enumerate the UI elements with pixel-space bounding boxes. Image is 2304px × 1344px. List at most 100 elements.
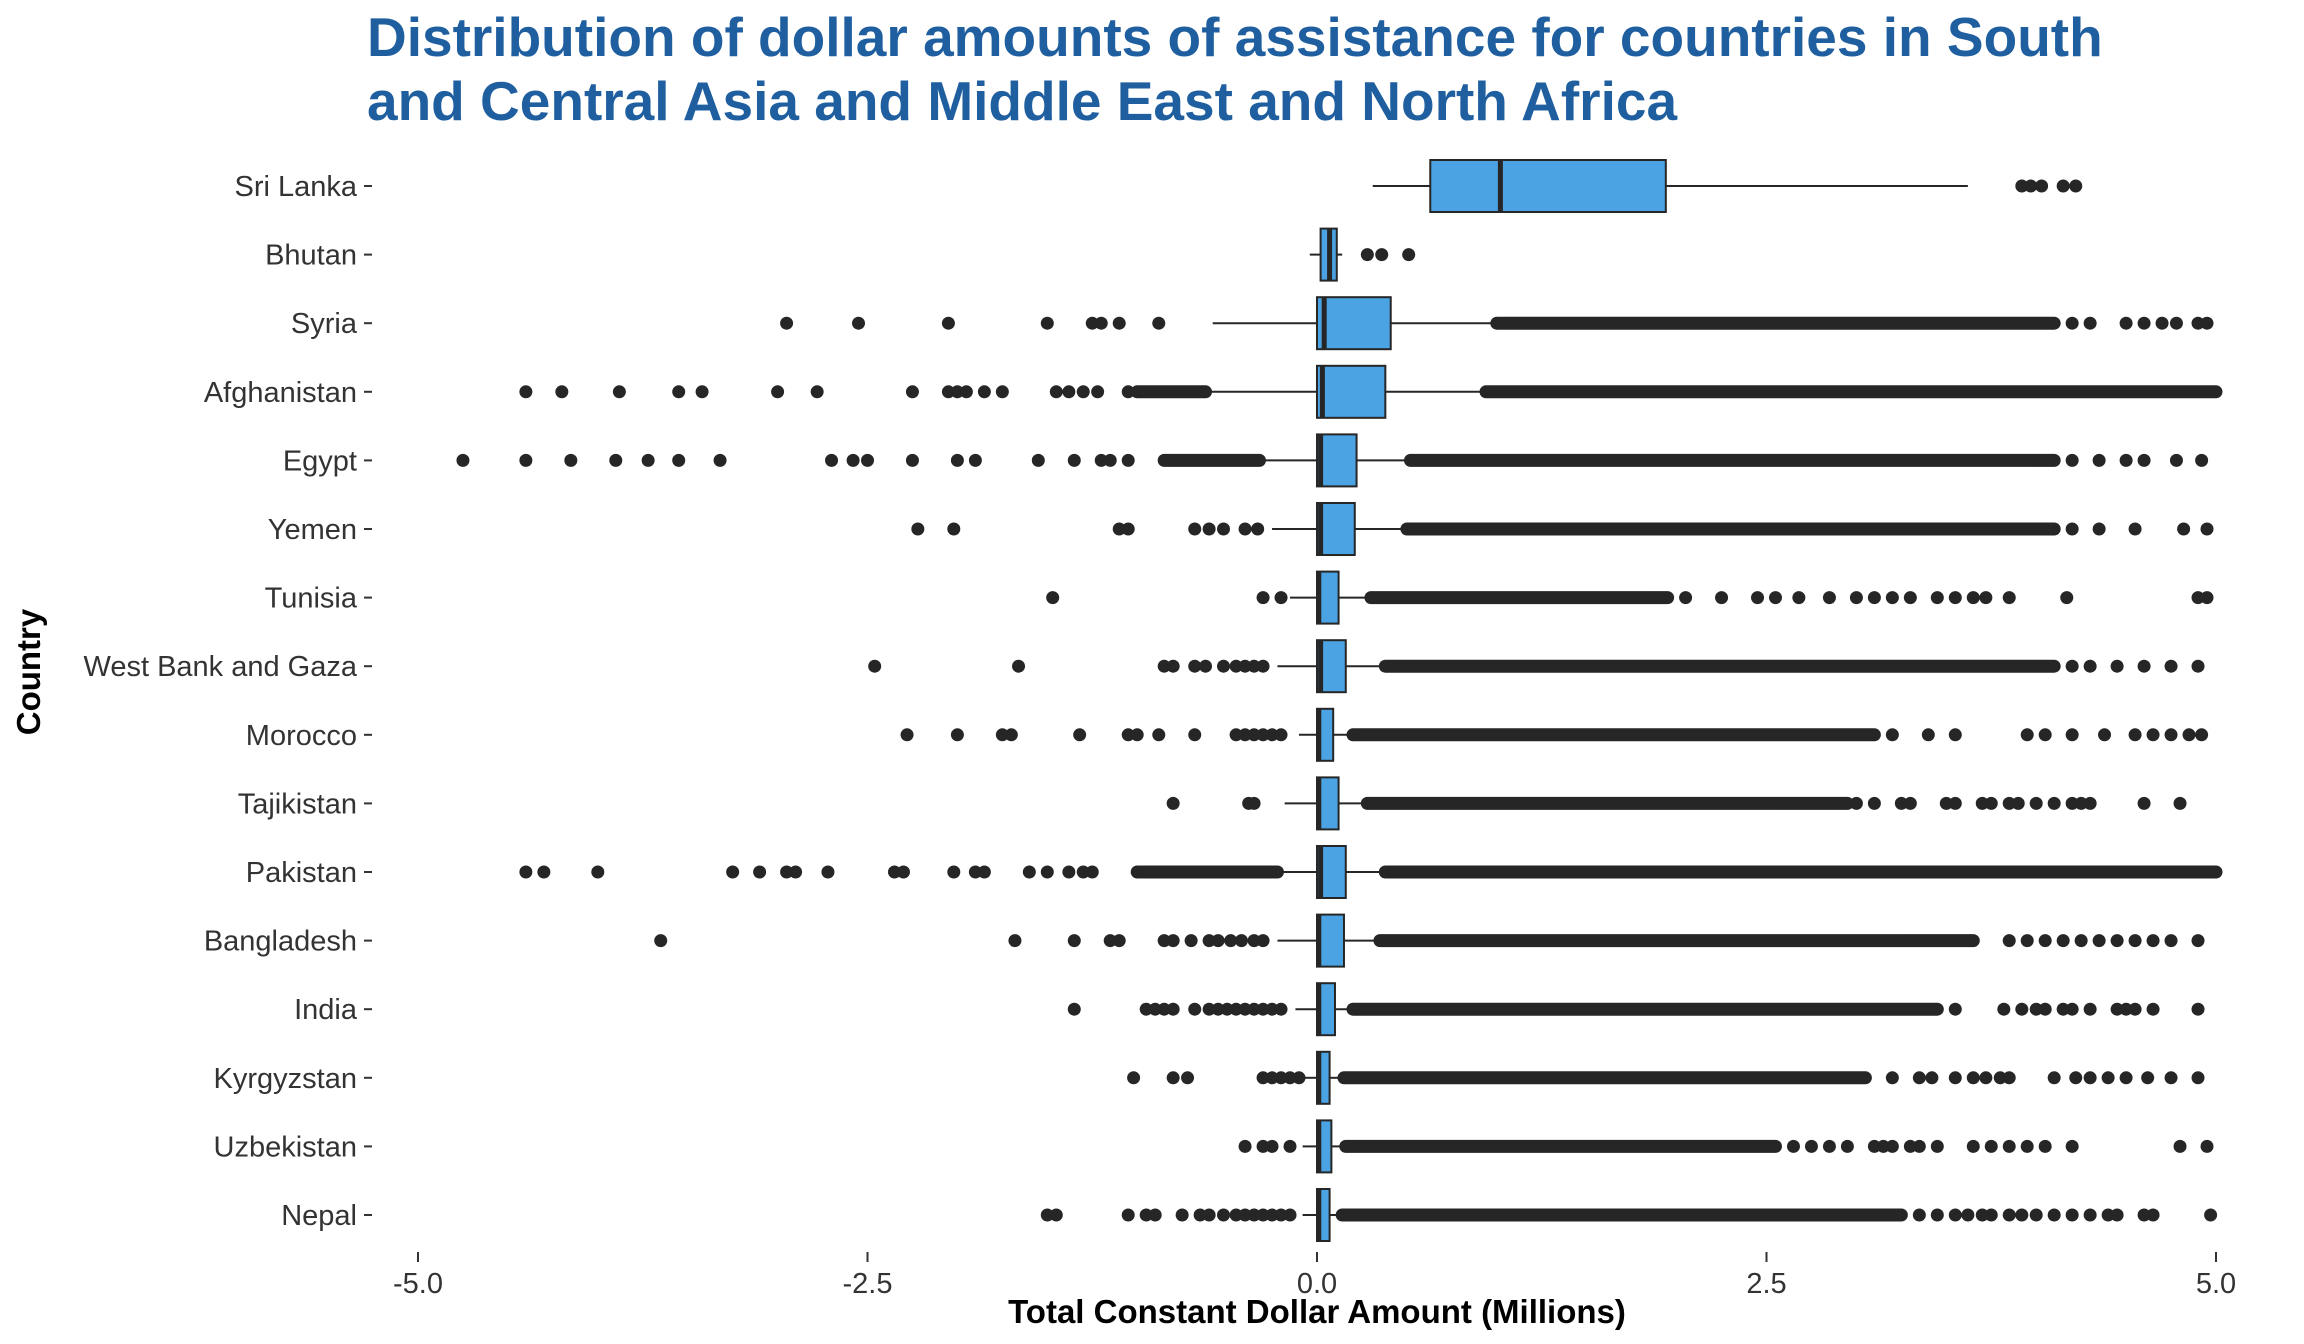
outlier-point xyxy=(1188,1002,1202,1016)
outlier-point xyxy=(821,865,835,879)
outlier-point xyxy=(1211,1002,1225,1016)
outlier-point xyxy=(1040,865,1054,879)
outlier-point xyxy=(2119,316,2133,330)
outlier-point xyxy=(1085,865,1099,879)
outlier-point xyxy=(2069,179,2083,193)
outlier-point xyxy=(1067,934,1081,948)
outlier-point xyxy=(1049,385,1063,399)
x-tick-label: -5.0 xyxy=(393,1268,443,1300)
outlier-point xyxy=(1804,1139,1818,1153)
outlier-point xyxy=(1175,1208,1189,1222)
outlier-point xyxy=(1948,728,1962,742)
outlier-point xyxy=(2065,1139,2079,1153)
outlier-point xyxy=(1152,728,1166,742)
outlier-point xyxy=(1188,522,1202,536)
outlier-point xyxy=(1148,1208,1162,1222)
outlier-point xyxy=(1256,591,1270,605)
outlier-point xyxy=(1012,659,1026,673)
outlier-point xyxy=(2011,796,2025,810)
outlier-point xyxy=(1867,1139,1881,1153)
outlier-point xyxy=(2002,796,2016,810)
outlier-point xyxy=(1894,796,1908,810)
outlier-point xyxy=(947,865,961,879)
outlier-point xyxy=(1265,1071,1279,1085)
outlier-point xyxy=(1121,385,1135,399)
outlier-point xyxy=(591,865,605,879)
chart-title-line-2: and Central Asia and Middle East and Nor… xyxy=(367,70,1677,132)
outlier-point xyxy=(947,522,961,536)
outlier-point xyxy=(1948,1071,1962,1085)
outlier-point xyxy=(977,865,991,879)
outlier-point xyxy=(1166,1071,1180,1085)
outlier-point xyxy=(2164,1071,2178,1085)
outlier-point xyxy=(1375,248,1389,262)
outlier-point xyxy=(1004,728,1018,742)
outlier-point xyxy=(1997,1002,2011,1016)
outlier-point xyxy=(2119,1071,2133,1085)
outlier-point xyxy=(911,522,925,536)
box-nepal xyxy=(1040,1188,2218,1242)
outlier-point xyxy=(1067,1002,1081,1016)
outlier-point xyxy=(2015,179,2029,193)
outlier-point xyxy=(1148,1002,1162,1016)
outlier-point xyxy=(2173,796,2187,810)
outlier-point xyxy=(1238,522,1252,536)
outlier-point xyxy=(2173,1139,2187,1153)
outlier-point xyxy=(1979,591,1993,605)
outlier-point xyxy=(896,865,910,879)
box-west-bank-and-gaza xyxy=(868,639,2205,694)
outlier-point xyxy=(2060,591,2074,605)
y-tick-label: Uzbekistan xyxy=(214,1131,357,1163)
outlier-point xyxy=(1238,728,1252,742)
outlier-point xyxy=(2020,934,2034,948)
outlier-point xyxy=(1885,1071,1899,1085)
outlier-point xyxy=(2015,1002,2029,1016)
outlier-point xyxy=(1930,591,1944,605)
outlier-point xyxy=(1984,1139,1998,1153)
outlier-point xyxy=(2083,659,2097,673)
outlier-point xyxy=(1792,591,1806,605)
outlier-point xyxy=(1975,796,1989,810)
outlier-point xyxy=(2069,1071,2083,1085)
outlier-point xyxy=(2164,728,2178,742)
outlier-point xyxy=(2200,316,2214,330)
outlier-point xyxy=(1062,865,1076,879)
outlier-point xyxy=(1715,591,1729,605)
outlier-point xyxy=(2164,659,2178,673)
outlier-point xyxy=(1112,316,1126,330)
chart-title-line-1: Distribution of dollar amounts of assist… xyxy=(367,6,2103,68)
outlier-point xyxy=(1112,934,1126,948)
box-uzbekistan xyxy=(1238,1119,2214,1174)
outlier-point xyxy=(609,453,623,467)
outlier-point xyxy=(2029,796,2043,810)
outlier-point xyxy=(1166,659,1180,673)
outlier-point xyxy=(713,453,727,467)
outlier-point xyxy=(2169,453,2183,467)
outlier-point xyxy=(2056,934,2070,948)
outlier-point xyxy=(1822,591,1836,605)
outlier-point xyxy=(968,453,982,467)
outlier-point xyxy=(1238,1139,1252,1153)
outlier-point xyxy=(2065,728,2079,742)
outlier-point xyxy=(1157,1002,1171,1016)
outlier-point xyxy=(2035,179,2049,193)
outlier-point xyxy=(1849,591,1863,605)
y-tick-label: West Bank and Gaza xyxy=(83,651,357,683)
y-tick-label: Egypt xyxy=(283,445,357,477)
outlier-point xyxy=(1062,385,1076,399)
outlier-point xyxy=(1822,1139,1836,1153)
outlier-point xyxy=(1184,934,1198,948)
outlier-point xyxy=(1103,934,1117,948)
outlier-point xyxy=(2110,1208,2124,1222)
outlier-point xyxy=(1238,1208,1252,1222)
outlier-point xyxy=(641,453,655,467)
outlier-point xyxy=(887,865,901,879)
x-tick-label: 2.5 xyxy=(1746,1268,1786,1300)
outlier-point xyxy=(2038,934,2052,948)
outlier-point xyxy=(950,728,964,742)
outlier-point xyxy=(1031,453,1045,467)
outlier-point xyxy=(1085,316,1099,330)
outlier-point xyxy=(2074,934,2088,948)
outlier-point xyxy=(2146,1002,2160,1016)
outlier-point xyxy=(2065,453,2079,467)
